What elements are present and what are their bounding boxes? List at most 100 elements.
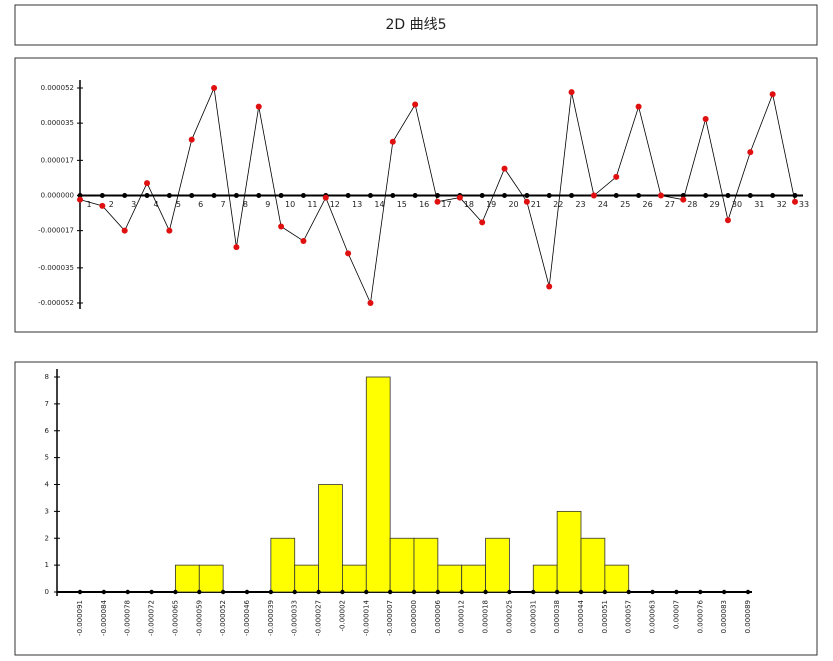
marker [724, 217, 731, 224]
x-tick [300, 193, 306, 198]
marker [300, 237, 307, 244]
x-tick [613, 193, 619, 198]
marker [389, 138, 396, 145]
y-tick-label: -0.000017 [38, 227, 74, 235]
marker [523, 198, 530, 205]
histogram-panel [14, 361, 818, 656]
x-tick [725, 193, 731, 198]
x-tick [244, 589, 250, 595]
x-tick [364, 589, 369, 595]
x-tick [483, 589, 488, 595]
x-tick [387, 589, 393, 595]
y-tick-label: 8 [45, 373, 49, 381]
x-tick-label: 0.000000 [410, 600, 418, 633]
marker [434, 198, 441, 205]
x-tick-label: 0.000031 [529, 600, 537, 633]
x-tick-label: 18 [464, 200, 474, 209]
x-tick-label: 31 [754, 200, 764, 209]
x-tick-label: 13 [352, 200, 362, 209]
marker [747, 149, 754, 156]
y-tick-label: 6 [45, 427, 50, 435]
marker [702, 116, 709, 123]
x-tick-label: 15 [397, 200, 407, 209]
marker [345, 250, 352, 257]
x-tick-label: -0.000052 [219, 600, 227, 636]
marker [546, 283, 553, 290]
page-title: 2D 曲线5 [385, 17, 446, 33]
x-tick [524, 193, 530, 198]
x-tick-label: 30 [732, 200, 742, 209]
x-tick [77, 193, 83, 198]
y-tick-label: 0.000000 [41, 192, 74, 200]
bar [318, 484, 343, 593]
marker [456, 194, 463, 201]
x-tick [211, 193, 217, 198]
marker [680, 196, 687, 203]
marker [188, 136, 195, 143]
x-tick-label: -0.000084 [100, 599, 108, 635]
x-tick-label: 23 [575, 200, 585, 209]
bar [580, 537, 606, 593]
x-tick-label: -0.000072 [148, 600, 156, 636]
marker [144, 180, 151, 187]
x-tick [268, 589, 274, 595]
bar [198, 564, 224, 593]
bar [342, 564, 367, 593]
x-tick-label: 0.000051 [601, 600, 609, 633]
x-tick-label: 0.000083 [720, 600, 728, 633]
x-tick [77, 589, 83, 595]
x-tick [233, 193, 239, 198]
x-tick [674, 589, 679, 595]
x-tick-label: 7 [221, 200, 226, 209]
marker [99, 202, 106, 209]
x-tick-label: 0.000012 [458, 600, 466, 633]
x-tick-label: 32 [777, 200, 787, 209]
x-tick-label: 1 [86, 200, 91, 209]
y-tick-label: 0.000035 [41, 119, 74, 127]
x-tick-label: 29 [710, 200, 720, 209]
x-tick-label: 0.000044 [577, 599, 585, 633]
y-tick-label: 4 [45, 481, 50, 489]
bar [532, 564, 558, 593]
bar [294, 564, 319, 593]
x-tick-label: 20 [508, 200, 518, 209]
x-tick [99, 193, 105, 198]
x-tick-label: -0.000027 [315, 600, 323, 636]
x-tick-label: 24 [598, 200, 608, 209]
x-tick [345, 193, 351, 198]
x-tick-label: 0.000018 [482, 600, 490, 633]
x-tick [173, 589, 178, 595]
bar [389, 537, 415, 593]
x-tick-label: 3 [131, 200, 136, 209]
x-tick-label: -0.00002 [338, 600, 346, 631]
y-tick-label: 3 [45, 507, 49, 515]
marker [635, 103, 642, 110]
y-tick-label: 0.000052 [41, 84, 74, 92]
y-tick-label: 7 [45, 400, 49, 408]
y-tick-label: 0.000017 [41, 156, 74, 164]
marker [322, 194, 329, 201]
marker [792, 198, 798, 205]
x-tick [412, 193, 418, 198]
x-tick [636, 193, 642, 198]
marker [211, 85, 218, 91]
x-tick [747, 193, 753, 198]
bar [175, 564, 200, 593]
x-tick-label: -0.000065 [171, 600, 179, 636]
x-tick [578, 589, 584, 595]
x-tick [292, 589, 297, 595]
x-tick-label: 0.00007 [672, 600, 680, 629]
x-tick-label: -0.000014 [362, 599, 370, 635]
y-tick-label: -0.000035 [38, 264, 74, 272]
bar [485, 537, 510, 593]
marker [278, 223, 285, 230]
y-tick-label: 0 [45, 588, 49, 596]
x-tick-label: 14 [374, 200, 384, 209]
x-tick-label: -0.000033 [291, 600, 299, 636]
x-tick-label: 17 [441, 200, 451, 209]
y-tick-label: 1 [45, 561, 49, 569]
x-tick-label: 19 [486, 200, 496, 209]
x-tick [278, 193, 284, 198]
x-tick-label: 0.000057 [625, 600, 633, 633]
